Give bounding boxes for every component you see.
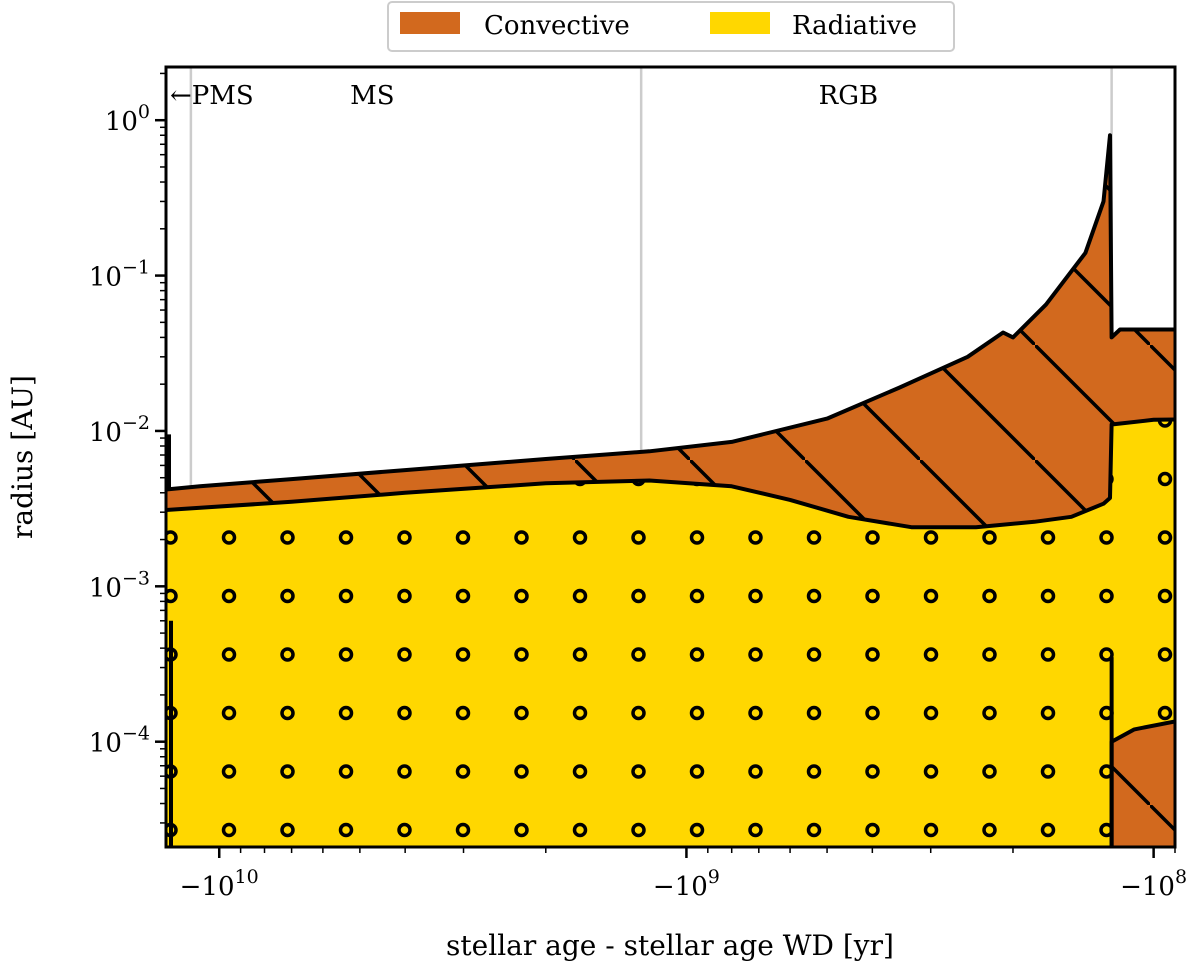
radiative-region: [166, 135, 1175, 847]
y-tick-label-2: 10−2: [89, 412, 150, 448]
legend: Convective Radiative: [387, 1, 955, 52]
x-tick-label-1: −109: [653, 866, 720, 902]
phase-label-0: ←PMS: [170, 81, 254, 111]
convective-envelope-region: [166, 135, 1175, 528]
y-axis-label: radius [AU]: [6, 375, 39, 539]
plot-frame: [164, 65, 1177, 849]
phase-label-2: RGB: [819, 81, 878, 111]
legend-label-radiative: Radiative: [792, 11, 917, 41]
legend-swatch-radiative: [710, 12, 770, 34]
x-tick-label-2: −108: [1120, 866, 1187, 902]
y-tick-label-1: 10−1: [89, 257, 150, 293]
legend-label-convective: Convective: [484, 11, 630, 41]
x-axis-ticks: −1010−109−108−107: [180, 847, 1187, 902]
y-axis-ticks: 100 10−1 10−2 10−3 10−4: [89, 72, 166, 824]
envelope-base-line: [166, 417, 1175, 530]
convective-core-region: [1111, 721, 1175, 847]
wd-core-line: [1109, 657, 1114, 847]
legend-swatch-convective: [400, 12, 460, 34]
surface-radius-line: [166, 133, 1175, 492]
legend-frame: [387, 1, 955, 52]
convective-core-line: [1109, 719, 1175, 847]
x-tick-label-0: −1010: [180, 866, 259, 902]
plot-area: [166, 67, 1175, 847]
y-tick-label-0: 100: [105, 101, 150, 137]
y-tick-label-3: 10−3: [89, 567, 150, 603]
radiative-left-edge: [167, 434, 173, 847]
y-tick-label-4: 10−4: [89, 723, 150, 759]
phase-label-1: MS: [350, 81, 394, 111]
x-axis-label: stellar age - stellar age WD [yr]: [446, 929, 894, 962]
phase-labels: ←PMSMSRGBHBAGBWD: [170, 81, 878, 111]
